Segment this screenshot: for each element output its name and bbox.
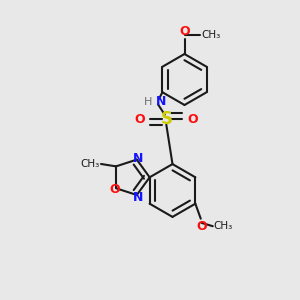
Text: CH₃: CH₃ [81,159,100,169]
Text: H: H [144,97,152,107]
Text: O: O [196,220,207,232]
Text: O: O [109,183,120,196]
Text: O: O [187,113,198,126]
Text: O: O [135,113,145,126]
Text: S: S [160,110,172,128]
Text: CH₃: CH₃ [201,29,220,40]
Text: N: N [133,152,143,165]
Text: O: O [179,25,190,38]
Text: CH₃: CH₃ [214,221,233,231]
Text: N: N [156,95,166,108]
Text: N: N [133,191,143,204]
